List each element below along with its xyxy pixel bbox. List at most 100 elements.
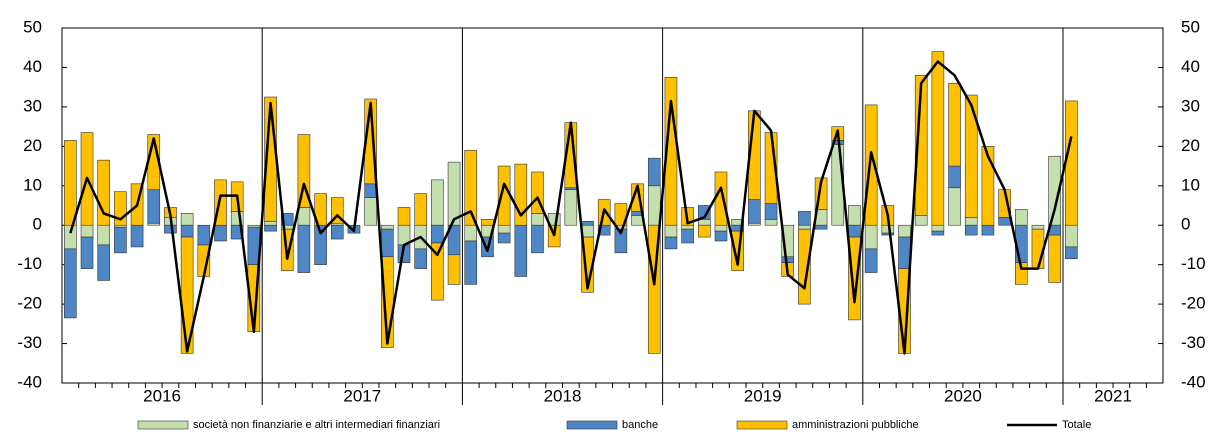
bar	[431, 242, 444, 301]
y-tick-label: -30	[17, 333, 42, 352]
bar	[1065, 100, 1078, 226]
bar	[981, 224, 995, 236]
y2-tick-label: -30	[1181, 333, 1206, 352]
bar	[1065, 246, 1078, 260]
y-tick-label: 40	[23, 57, 42, 76]
x-tick-label: 2017	[343, 386, 381, 405]
bar	[431, 224, 444, 244]
y2-tick-label: -20	[1181, 294, 1206, 313]
bar	[364, 183, 377, 198]
bar	[998, 217, 1011, 226]
legend-label: amministrazioni pubbliche	[792, 419, 919, 431]
bar	[1048, 234, 1061, 283]
bar	[381, 224, 394, 230]
bar	[698, 224, 711, 238]
bar	[864, 248, 878, 273]
legend-swatch	[736, 420, 788, 430]
bar	[297, 224, 311, 273]
bar	[180, 224, 194, 238]
bar	[714, 224, 728, 232]
bar	[964, 224, 978, 236]
bar	[214, 224, 227, 242]
bar	[948, 187, 961, 226]
bar	[698, 219, 711, 226]
bar	[914, 75, 928, 216]
bar	[814, 224, 828, 230]
bar	[848, 236, 861, 321]
bar	[714, 171, 728, 226]
bar	[881, 232, 895, 236]
y-tick-label: 20	[23, 136, 42, 155]
bar	[848, 205, 861, 226]
bar	[381, 228, 394, 258]
bar	[64, 224, 77, 250]
total-line	[69, 60, 1073, 355]
legend-label: Totale	[1062, 419, 1091, 431]
bar	[264, 224, 277, 232]
y2-tick-label: 50	[1181, 17, 1200, 36]
bar	[397, 207, 411, 226]
bar	[97, 224, 111, 246]
bar	[314, 193, 327, 226]
bar	[431, 179, 444, 226]
bar	[64, 140, 77, 226]
bar	[164, 224, 177, 234]
y-tick-label: -20	[17, 294, 42, 313]
bar	[681, 224, 694, 230]
bar	[948, 165, 961, 189]
x-tick-label: 2021	[1094, 386, 1132, 405]
bar	[647, 157, 661, 187]
bar	[197, 224, 211, 246]
legend-label: società non finanziarie e altri intermed…	[193, 419, 440, 431]
bar	[1031, 224, 1045, 230]
bar	[180, 213, 194, 226]
bar	[964, 217, 978, 226]
bar	[514, 224, 528, 277]
bar	[864, 224, 878, 250]
y2-tick-label: 0	[1181, 215, 1190, 234]
x-tick-label: 2020	[944, 386, 982, 405]
legend-label: banche	[622, 419, 658, 431]
bar	[614, 228, 628, 254]
bar	[447, 254, 461, 285]
legend-swatch	[566, 420, 618, 430]
y-tick-label: 30	[23, 96, 42, 115]
bar	[848, 224, 861, 238]
y2-tick-label: 30	[1181, 96, 1200, 115]
bar	[714, 230, 728, 242]
bar	[898, 236, 911, 269]
bar	[147, 189, 161, 224]
bar	[914, 215, 928, 226]
bar	[114, 226, 127, 254]
y2-tick-label: -10	[1181, 254, 1206, 273]
plot-frame	[61, 27, 1164, 384]
x-tick-label: 2016	[143, 386, 181, 405]
bar	[581, 220, 594, 226]
bar	[531, 213, 544, 226]
bar	[898, 224, 911, 238]
y-tick-label: -40	[17, 372, 42, 391]
bar	[464, 149, 478, 226]
bar	[464, 224, 478, 242]
bar	[931, 51, 945, 226]
y-tick-label: 0	[33, 215, 42, 234]
bar	[497, 224, 511, 234]
bar	[931, 230, 945, 236]
x-tick-label: 2019	[744, 386, 782, 405]
bar	[664, 236, 678, 250]
bar	[981, 146, 995, 226]
bar	[97, 244, 111, 281]
bar	[681, 228, 694, 244]
bar	[497, 232, 511, 244]
bar	[748, 199, 761, 224]
y-tick-label: 10	[23, 175, 42, 194]
bar	[964, 94, 978, 218]
bar	[764, 219, 778, 226]
y-tick-label: 50	[23, 17, 42, 36]
y-tick-label: -10	[17, 254, 42, 273]
bar	[447, 161, 461, 226]
bar	[531, 224, 544, 254]
legend-swatch	[137, 420, 189, 430]
bar	[931, 224, 945, 232]
